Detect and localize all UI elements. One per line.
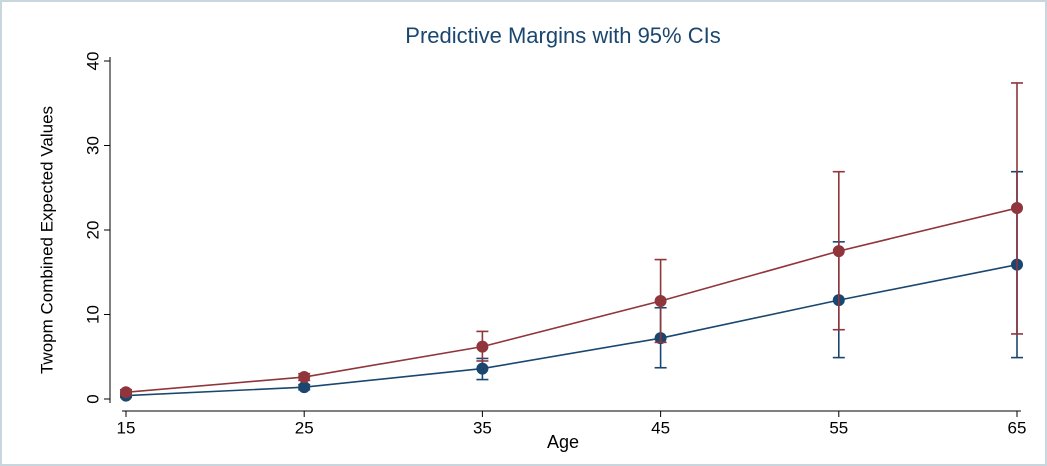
x-tick-label: 55 [829,418,848,437]
y-tick-label: 0 [83,394,102,403]
x-tick-label: 45 [651,418,670,437]
series-line [125,263,1018,397]
y-axis-label: Twopm Combined Expected Values [37,106,56,374]
chart-title: Predictive Margins with 95% CIs [405,23,720,48]
point [298,381,311,394]
series-line [125,207,1018,394]
point [654,294,667,307]
point [476,340,489,353]
y-tick-label: 30 [83,136,102,155]
x-tick-label: 15 [117,418,136,437]
point [832,245,845,258]
x-tick-label: 35 [473,418,492,437]
x-axis-label: Age [547,432,579,452]
point [476,362,489,375]
point [1011,202,1023,215]
x-tick-label: 65 [1008,418,1027,437]
point [120,386,132,399]
point [298,371,311,384]
x-tick-label: 25 [295,418,314,437]
y-tick-label: 20 [83,221,102,240]
y-tick-label: 40 [83,52,102,71]
y-tick-label: 10 [83,305,102,324]
